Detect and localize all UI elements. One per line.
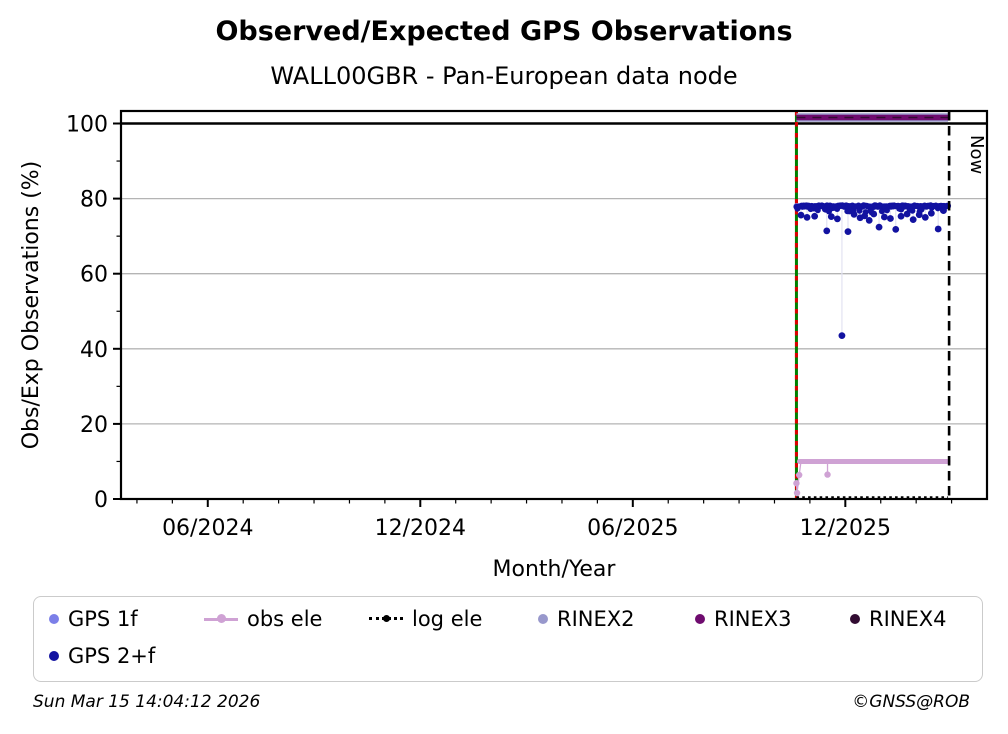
- legend-item-rinex4: RINEX4: [850, 606, 947, 632]
- legend-line-dot-icon: [204, 613, 238, 625]
- gps-2f-outlier-point: [934, 225, 942, 233]
- legend-marker: [369, 613, 403, 625]
- now-label: Now: [966, 135, 987, 174]
- legend-label: RINEX4: [869, 607, 947, 631]
- gps-2f-outlier-point: [797, 211, 805, 219]
- gps-2f-outlier-point: [865, 216, 873, 224]
- legend-item-rinex3: RINEX3: [695, 606, 792, 632]
- gps-2f-outlier-point: [827, 213, 835, 221]
- gps-2f-outlier-point: [909, 216, 917, 224]
- legend-item-gps-2-f: GPS 2+f: [49, 643, 155, 669]
- gps-2f-outlier-point: [870, 210, 878, 218]
- gps-2f-outlier-point: [897, 212, 905, 220]
- gps-2f-outlier-point: [844, 228, 852, 236]
- y-tick-label: 100: [66, 113, 108, 138]
- gps-2f-outlier-point: [927, 209, 935, 217]
- legend-item-rinex2: RINEX2: [538, 606, 635, 632]
- legend-dot-icon: [49, 651, 59, 661]
- chart-plot-area: Now 0 20 40 60 80 100 06/2024 12/2024 06/2025 12/2…: [19, 109, 989, 582]
- legend: GPS 1f obs ele log ele RINEX2 RINEX3 RINEX4 GP…: [33, 596, 983, 682]
- legend-label: RINEX2: [557, 607, 635, 631]
- legend-dot-icon: [49, 614, 59, 624]
- credit-text: ©GNSS@ROB: [852, 692, 970, 712]
- gps-2f-outlier-point: [940, 207, 947, 215]
- x-tick-label: 06/2025: [587, 516, 678, 541]
- series-obs-ele: [793, 458, 951, 497]
- gps-2f-outlier-point: [823, 227, 831, 235]
- legend-item-gps-1f: GPS 1f: [49, 606, 138, 632]
- gps-2f-outlier-point: [921, 213, 929, 221]
- gps-2f-outlier-point: [903, 210, 911, 218]
- series-gps-2f: [793, 202, 952, 340]
- gps-2f-outlier-point: [892, 225, 900, 233]
- x-tick-label: 06/2024: [162, 516, 253, 541]
- y-tick-label: 60: [80, 263, 108, 288]
- gps-2f-outlier-point: [811, 212, 819, 220]
- legend-label: GPS 1f: [68, 607, 138, 631]
- gps-2f-outlier-point: [838, 332, 846, 340]
- gps-2f-outlier-point: [880, 213, 888, 221]
- obs-ele-point: [795, 471, 803, 479]
- plot-border: [119, 109, 989, 501]
- chart-subtitle: WALL00GBR - Pan-European data node: [270, 62, 738, 90]
- legend-label: obs ele: [247, 607, 323, 631]
- y-tick-label: 40: [80, 338, 108, 363]
- legend-dot-icon: [538, 614, 548, 624]
- legend-label: RINEX3: [714, 607, 792, 631]
- gps-2f-outlier-point: [803, 213, 811, 221]
- y-tick-label: 80: [80, 188, 108, 213]
- series-gps-2f-connectors: [800, 206, 945, 336]
- gps-2f-outlier-point: [875, 223, 883, 231]
- timestamp-text: Sun Mar 15 14:04:12 2026: [33, 692, 261, 712]
- legend-label: GPS 2+f: [68, 644, 156, 668]
- legend-dot-icon: [695, 614, 705, 624]
- legend-dot-icon: [695, 614, 705, 624]
- gps-2f-outlier-point: [833, 215, 841, 223]
- gps-2f-outlier-point: [915, 211, 923, 219]
- legend-dot-icon: [850, 614, 860, 624]
- x-axis-label: Month/Year: [493, 557, 617, 582]
- x-tick-label: 12/2025: [800, 516, 891, 541]
- legend-dot-icon: [538, 614, 548, 624]
- obs-ele-point: [793, 489, 801, 497]
- obs-ele-point: [793, 480, 800, 487]
- legend-marker-dot: [383, 615, 390, 622]
- chart-title: Observed/Expected GPS Observations: [215, 16, 793, 47]
- gps-2f-outlier-point: [887, 215, 894, 222]
- legend-dot-icon: [49, 651, 59, 661]
- gps-2f-outlier-point: [861, 212, 869, 220]
- obs-ele-point: [824, 471, 831, 478]
- y-axis-label: Obs/Exp Observations (%): [19, 161, 44, 450]
- gps-2f-outlier-point: [850, 210, 858, 218]
- legend-dot-icon: [850, 614, 860, 624]
- legend-marker-dot: [217, 614, 226, 623]
- y-tick-label: 0: [94, 488, 108, 513]
- legend-item-log-ele: log ele: [369, 606, 482, 632]
- legend-dotted-line-icon: [369, 613, 403, 625]
- legend-item-obs-ele: obs ele: [204, 606, 322, 632]
- x-tick-label: 12/2024: [375, 516, 466, 541]
- legend-label: log ele: [412, 607, 483, 631]
- legend-dot-icon: [49, 614, 59, 624]
- legend-marker: [204, 613, 238, 625]
- y-tick-label: 20: [80, 413, 108, 438]
